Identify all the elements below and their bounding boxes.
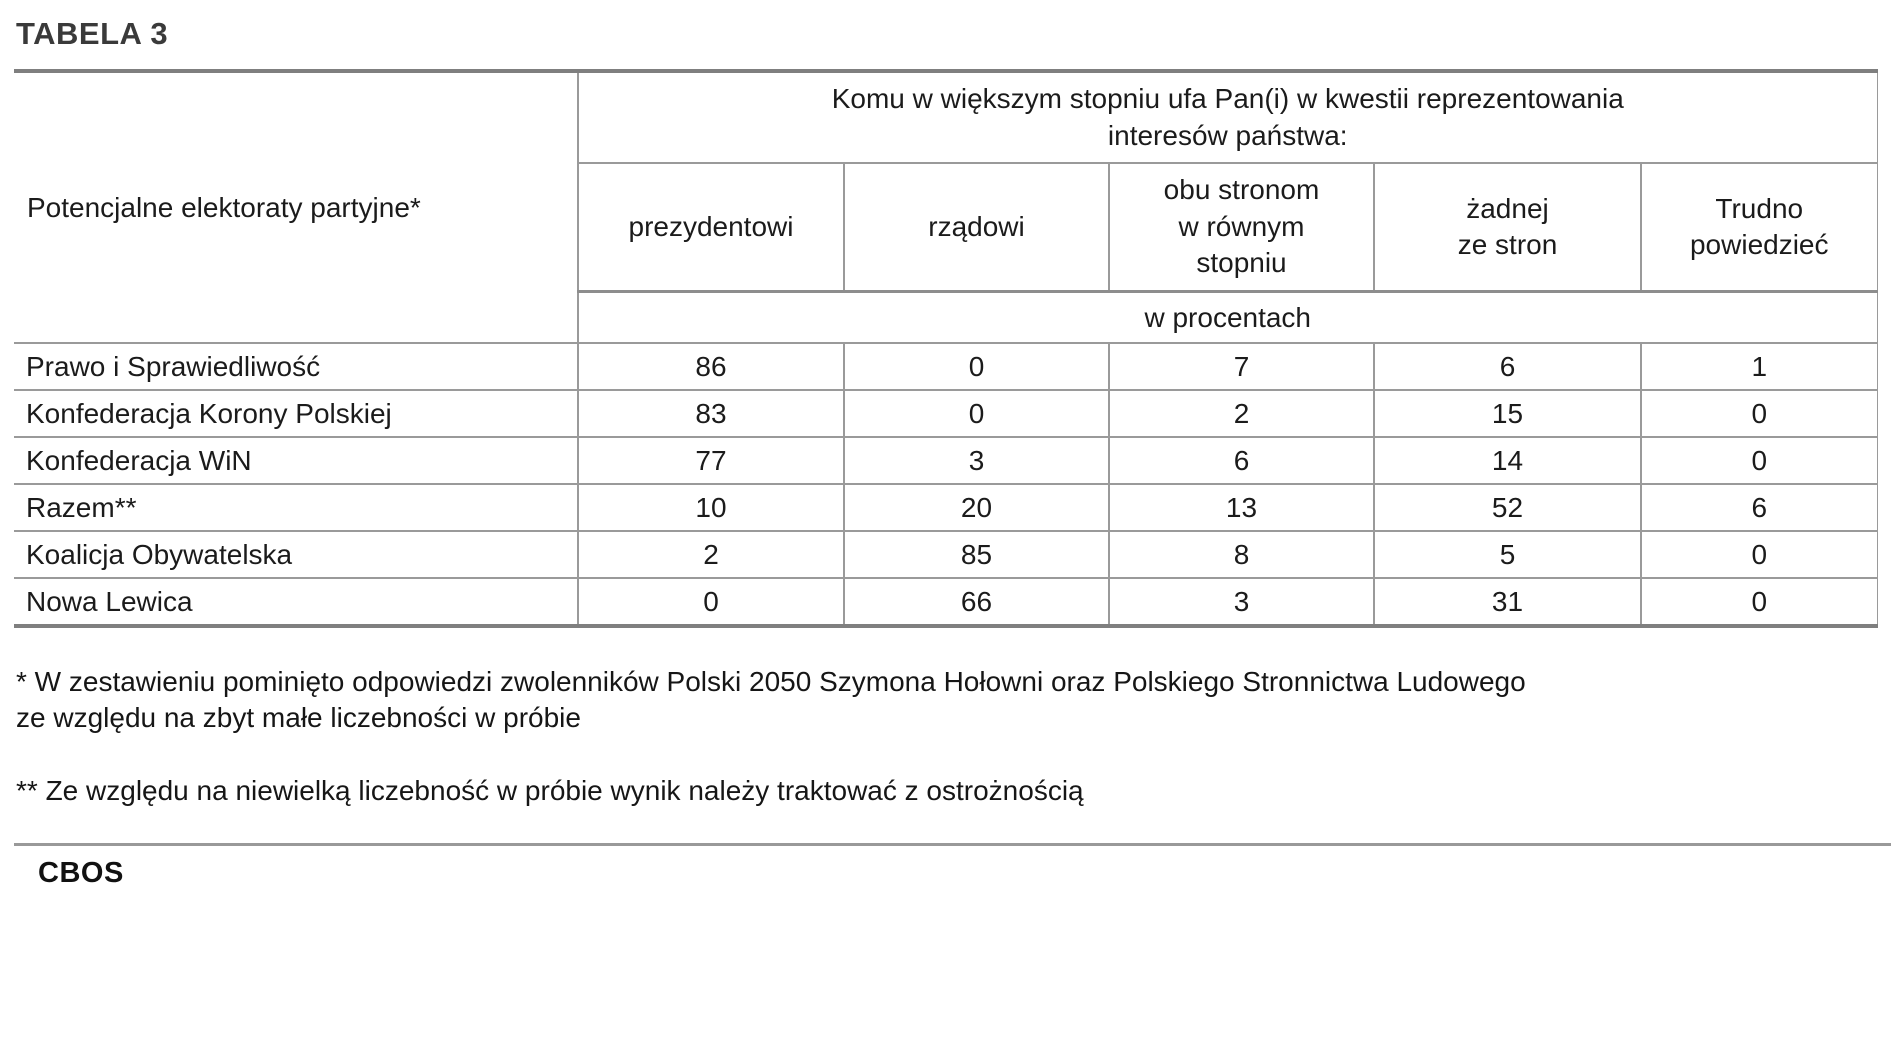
table-row: Konfederacja WiN 77 3 6 14 0 (14, 436, 1877, 484)
footer-divider: CBOS (14, 843, 1891, 890)
table-row: Prawo i Sprawiedliwość 86 0 7 6 1 (14, 342, 1877, 390)
value-cell: 2 (1108, 389, 1374, 437)
table-row: Nowa Lewica 0 66 3 31 0 (14, 577, 1877, 626)
value-cell: 66 (843, 577, 1109, 626)
column-header-rzadowi: rządowi (843, 162, 1109, 292)
party-name-cell: Razem** (14, 483, 578, 531)
value-cell: 3 (1108, 577, 1374, 626)
party-name-cell: Konfederacja WiN (14, 436, 578, 484)
row-header-title: Potencjalne elektoraty partyjne* (27, 191, 421, 223)
value-cell: 52 (1373, 483, 1641, 531)
value-cell: 86 (577, 342, 844, 390)
party-name-cell: Prawo i Sprawiedliwość (14, 342, 578, 390)
value-cell: 0 (1640, 530, 1877, 578)
value-cell: 0 (1640, 436, 1877, 484)
value-cell: 6 (1108, 436, 1374, 484)
value-cell: 6 (1640, 483, 1877, 531)
table-row: Razem** 10 20 13 52 6 (14, 483, 1877, 531)
party-name-cell: Konfederacja Korony Polskiej (14, 389, 578, 437)
table-row: Konfederacja Korony Polskiej 83 0 2 15 0 (14, 389, 1877, 437)
column-header-obu-stronom: obu stronom w równym stopniu (1108, 162, 1374, 292)
party-name-cell: Koalicja Obywatelska (14, 530, 578, 578)
value-cell: 15 (1373, 389, 1641, 437)
page-title: TABELA 3 (16, 16, 169, 51)
value-cell: 83 (577, 389, 844, 437)
value-cell: 13 (1108, 483, 1374, 531)
party-name-cell: Nowa Lewica (14, 577, 578, 626)
value-cell: 0 (1640, 389, 1877, 437)
column-header-prezydentowi: prezydentowi (577, 162, 844, 292)
value-cell: 0 (843, 389, 1109, 437)
header-row-columns: prezydentowi rządowi obu stronom w równy… (14, 162, 1877, 292)
value-cell: 0 (843, 342, 1109, 390)
value-cell: 0 (577, 577, 844, 626)
footnote-double-asterisk: ** Ze względu na niewielką liczebność w … (16, 774, 1084, 806)
value-cell: 7 (1108, 342, 1374, 390)
value-cell: 77 (577, 436, 844, 484)
value-cell: 85 (843, 530, 1109, 578)
value-cell: 6 (1373, 342, 1641, 390)
header-row-question: Potencjalne elektoraty partyjne* Komu w … (14, 71, 1877, 223)
value-cell: 3 (843, 436, 1109, 484)
value-cell: 1 (1640, 342, 1877, 390)
question-header-cell: Komu w większym stopniu ufa Pan(i) w kwe… (577, 71, 1877, 163)
data-table: Potencjalne elektoraty partyjne* Komu w … (14, 69, 1878, 628)
table-row: Koalicja Obywatelska 2 85 8 5 0 (14, 530, 1877, 578)
value-cell: 14 (1373, 436, 1641, 484)
value-cell: 31 (1373, 577, 1641, 626)
value-cell: 2 (577, 530, 844, 578)
value-cell: 8 (1108, 530, 1374, 578)
value-cell: 5 (1373, 530, 1641, 578)
unit-row: w procentach (14, 290, 1877, 343)
column-header-zadnej-ze-stron: żadnej ze stron (1373, 162, 1641, 292)
value-cell: 20 (843, 483, 1109, 531)
footnotes: * W zestawieniu pominięto odpowiedzi zwo… (16, 664, 1877, 811)
brand-logo-cbos: CBOS (38, 857, 124, 890)
column-header-trudno-powiedziec: Trudno powiedzieć (1640, 162, 1877, 292)
value-cell: 10 (577, 483, 844, 531)
unit-row-label: w procentach (577, 290, 1877, 343)
value-cell: 0 (1640, 577, 1877, 626)
question-header: Komu w większym stopniu ufa Pan(i) w kwe… (831, 83, 1624, 151)
footnote-asterisk: * W zestawieniu pominięto odpowiedzi zwo… (16, 666, 1526, 734)
